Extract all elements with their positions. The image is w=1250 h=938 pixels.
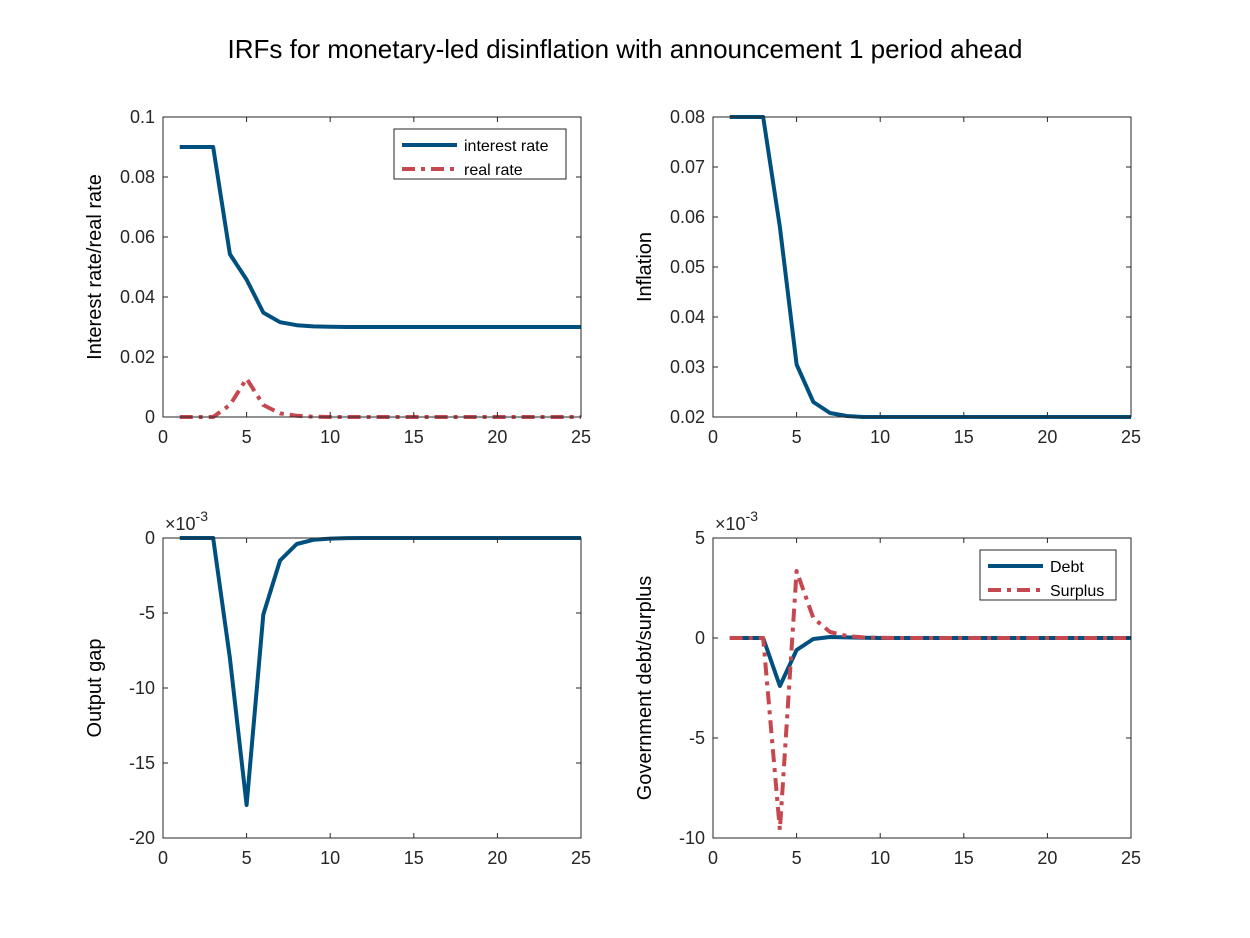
- x-tick-label: 0: [158, 848, 168, 868]
- x-tick-label: 10: [320, 427, 340, 447]
- legend-entry: interest rate: [464, 138, 549, 155]
- y-tick-label: 0.02: [120, 347, 155, 367]
- y-tick-label: 5: [695, 528, 705, 548]
- axes-box: [712, 537, 1132, 839]
- y-tick-label: -10: [679, 828, 705, 848]
- x-tick-label: 20: [487, 848, 507, 868]
- y-axis-label: Interest rate/real rate: [84, 174, 106, 360]
- y-exponent-label: ×10-3: [165, 508, 208, 534]
- x-tick-label: 15: [404, 427, 424, 447]
- x-tick-label: 5: [242, 427, 252, 447]
- y-exponent-power: -3: [746, 508, 759, 524]
- x-tick-label: 10: [870, 427, 890, 447]
- y-tick-label: -20: [129, 828, 155, 848]
- y-axis-label: Inflation: [634, 232, 656, 302]
- y-exponent-base: ×10: [165, 514, 196, 534]
- x-tick-label: 20: [1037, 848, 1057, 868]
- x-tick-label: 20: [487, 427, 507, 447]
- x-tick-label: 10: [870, 848, 890, 868]
- x-tick-label: 0: [158, 427, 168, 447]
- y-tick-label: 0.07: [670, 157, 705, 177]
- y-tick-label: -10: [129, 678, 155, 698]
- series-group: [729, 569, 1131, 832]
- legend-entry: real rate: [464, 162, 523, 179]
- legend: Debt Surplus: [979, 549, 1117, 601]
- x-tick-label: 5: [792, 848, 802, 868]
- x-tick-label: 15: [954, 427, 974, 447]
- x-tick-label: 25: [571, 848, 591, 868]
- x-tick-label: 5: [792, 427, 802, 447]
- x-tick-label: 25: [1121, 427, 1141, 447]
- legend-entry: Surplus: [1050, 583, 1104, 600]
- y-tick-label: 0: [695, 628, 705, 648]
- y-tick-label: 0: [145, 528, 155, 548]
- y-tick-label: -5: [139, 603, 155, 623]
- y-tick-label: 0.03: [670, 357, 705, 377]
- y-tick-label: 0.08: [120, 167, 155, 187]
- plot-area: [713, 117, 1131, 417]
- legend-entry: Debt: [1050, 559, 1084, 576]
- y-tick-label: 0.1: [130, 107, 155, 127]
- x-tick-label: 25: [571, 427, 591, 447]
- y-tick-label: 0.04: [670, 307, 705, 327]
- y-tick-label: 0.08: [670, 107, 705, 127]
- y-exponent-label: ×10-3: [715, 508, 758, 534]
- y-tick-label: 0.06: [120, 227, 155, 247]
- y-tick-label: 0.04: [120, 287, 155, 307]
- y-tick-label: 0.02: [670, 407, 705, 427]
- y-tick-label: -15: [129, 753, 155, 773]
- series-line-surplus: [729, 569, 1131, 832]
- subplot-1: 0 5 10 15 20 25 0 0.02 0.04 0.06 0.08 0.1 Interest r…: [84, 107, 591, 447]
- subplot-2: 0 5 10 15 20 25 0.02 0.03 0.04 0.05 0.06 0.07 0.08 In…: [634, 107, 1141, 447]
- y-tick-label: 0.05: [670, 257, 705, 277]
- axes-box: [162, 116, 582, 418]
- x-tick-label: 10: [320, 848, 340, 868]
- legend: interest rate real rate: [393, 128, 567, 180]
- x-tick-label: 5: [242, 848, 252, 868]
- x-tick-label: 0: [708, 848, 718, 868]
- y-exponent-base: ×10: [715, 514, 746, 534]
- y-tick-label: 0.06: [670, 207, 705, 227]
- x-tick-label: 15: [954, 848, 974, 868]
- legend-box: [979, 549, 1117, 601]
- y-tick-label: 0: [145, 407, 155, 427]
- series-line-interest-rate: [179, 145, 581, 329]
- y-exponent-power: -3: [196, 508, 209, 524]
- figure-title: IRFs for monetary-led disinflation with …: [228, 34, 1023, 64]
- subplot-4: 0 5 10 15 20 25 -10 -5 0 5 ×10-3 Government debt/su…: [634, 508, 1141, 868]
- x-tick-label: 20: [1037, 427, 1057, 447]
- x-tick-label: 15: [404, 848, 424, 868]
- x-tick-label: 25: [1121, 848, 1141, 868]
- y-axis-label: Output gap: [84, 639, 106, 738]
- y-axis-label: Government debt/surplus: [634, 576, 656, 801]
- y-tick-label: -5: [689, 728, 705, 748]
- subplot-3: 0 5 10 15 20 25 -20 -15 -10 -5 0 ×10-3 Output gap: [84, 508, 591, 868]
- plot-area: [163, 538, 581, 838]
- x-tick-label: 0: [708, 427, 718, 447]
